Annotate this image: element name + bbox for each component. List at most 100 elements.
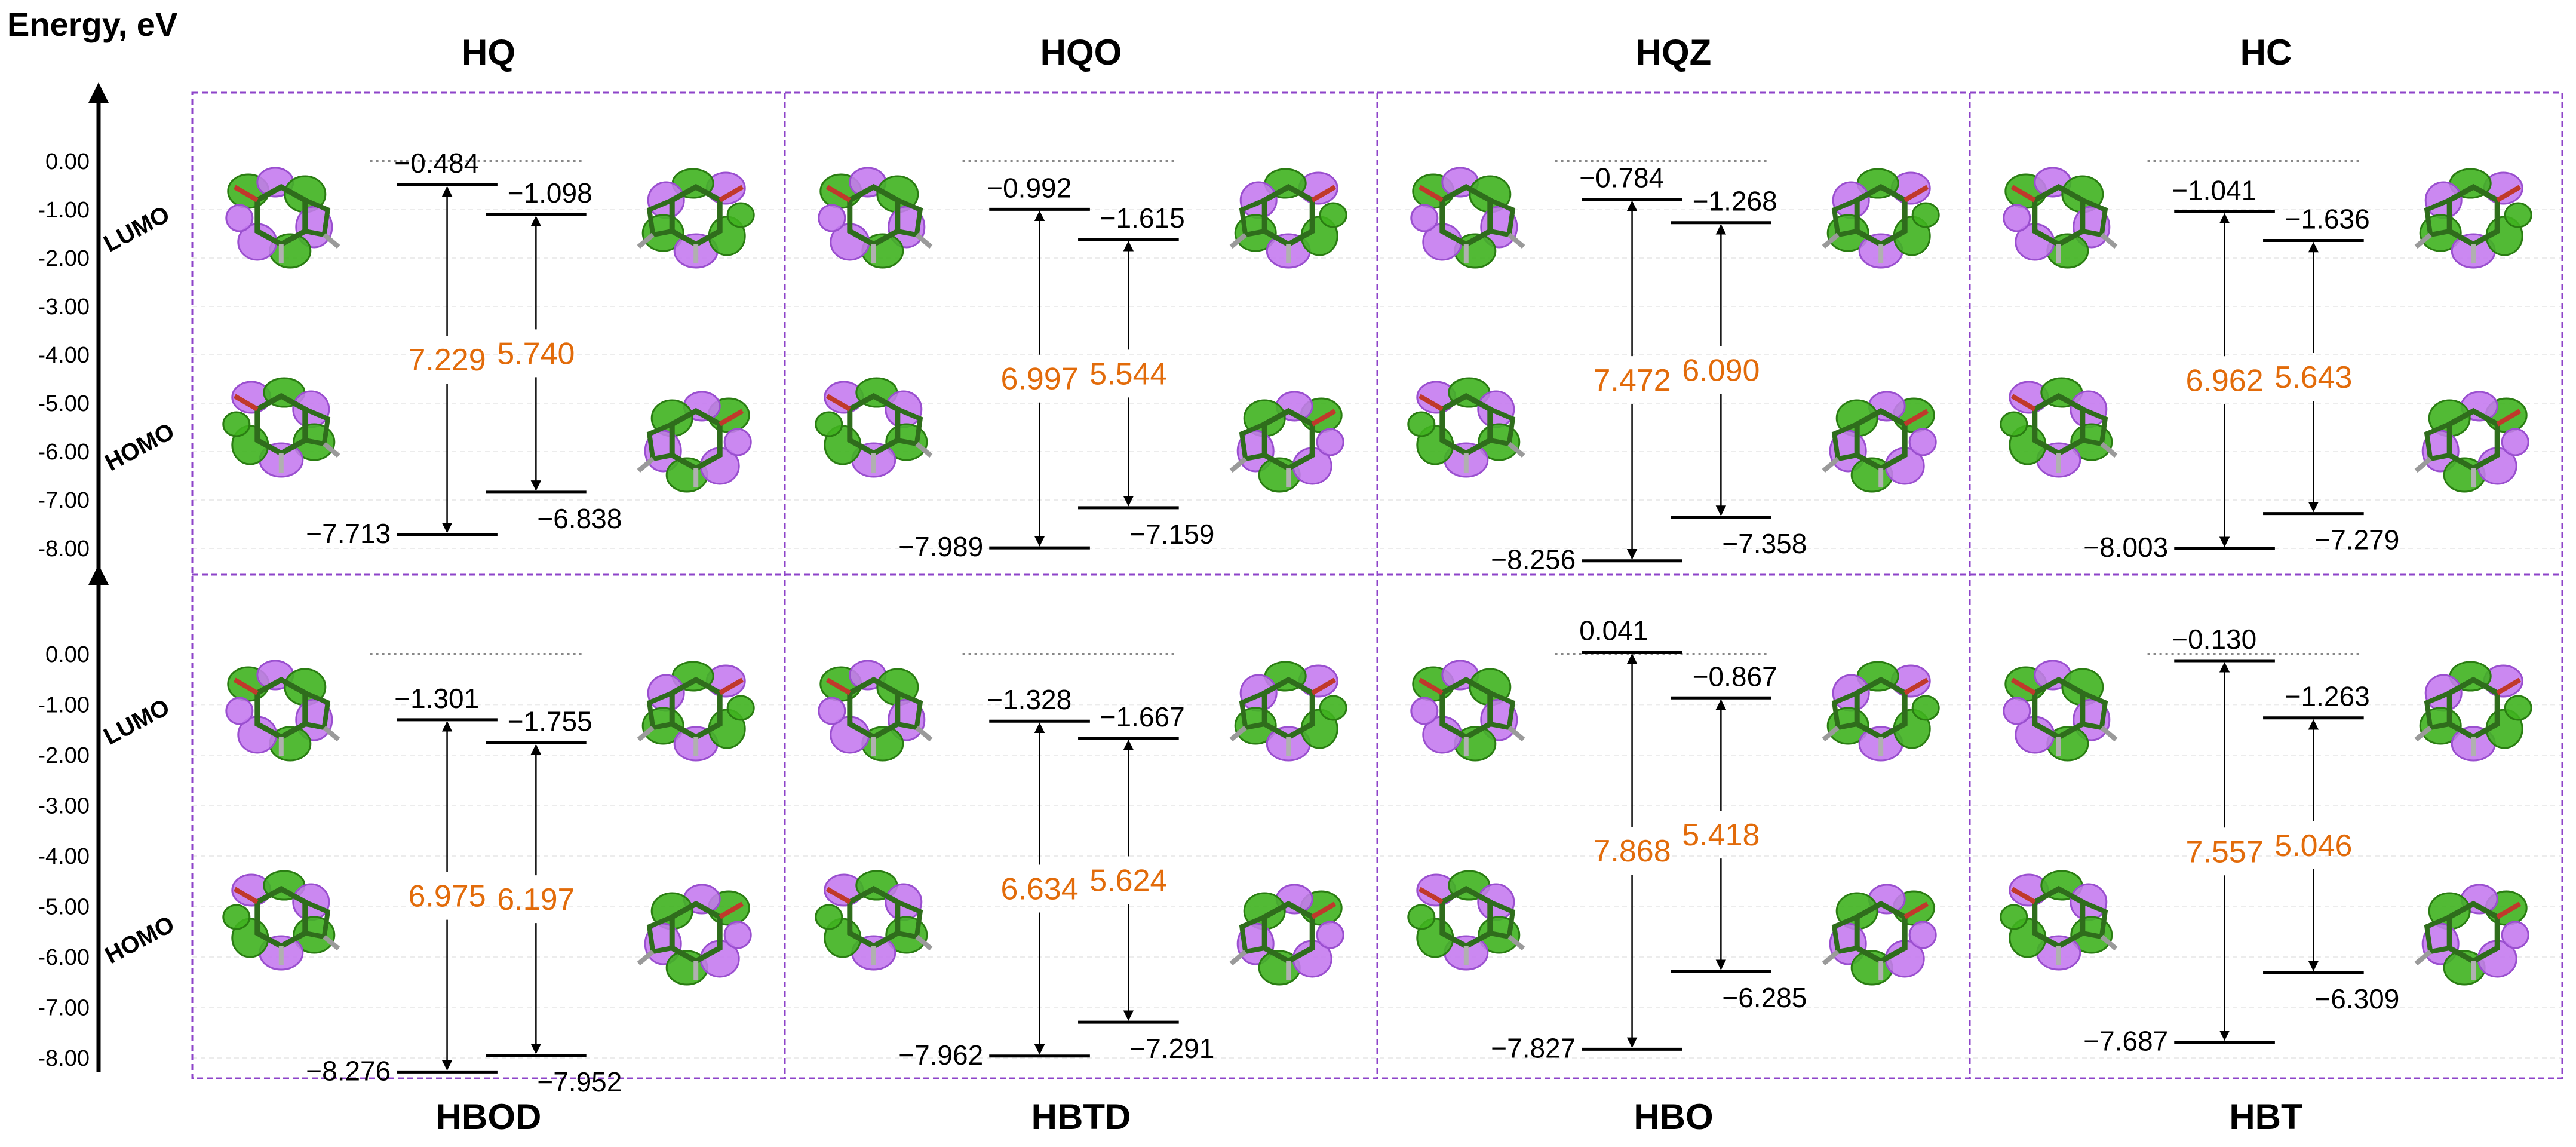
orbital-plot: [637, 391, 752, 493]
homo-value: −7.159: [1129, 519, 1214, 550]
tick-label: -5.00: [38, 895, 90, 920]
gap-value: 5.046: [2274, 829, 2352, 863]
orbital-plot: [1229, 884, 1344, 986]
orbital-plot: [637, 661, 755, 762]
orbital-plot: [1407, 377, 1525, 478]
lumo-value: −0.867: [1693, 661, 1777, 692]
tick-label: -5.00: [38, 391, 90, 416]
tick-label: 0.00: [45, 149, 90, 174]
axis-title: Energy, eV: [7, 5, 177, 43]
orbital-plot: [1229, 661, 1347, 762]
gap-value: 5.740: [497, 336, 575, 371]
homo-value: −8.256: [1491, 544, 1576, 575]
lumo-value: −1.615: [1100, 203, 1185, 234]
gap-value: 7.472: [1593, 363, 1671, 398]
panel-frames: [191, 91, 2563, 1079]
tick-label: -4.00: [38, 844, 90, 869]
orbital-plot: [1410, 660, 1525, 762]
homo-value: −6.838: [537, 503, 622, 534]
tick-label: -1.00: [38, 693, 90, 718]
molecule-panel-hbt: HBT 7.557 −0.130 −7.687 5.046 −1.263 −6.309: [2000, 624, 2532, 1137]
orbital-plot: [1229, 391, 1344, 493]
lumo-value: −0.130: [2172, 624, 2256, 655]
lumo-value: −0.484: [394, 148, 479, 179]
homo-value: −8.003: [2083, 532, 2168, 563]
molecule-name: HQ: [462, 32, 515, 72]
orbital-plot: [2000, 377, 2118, 478]
homo-value: −7.291: [1129, 1033, 1214, 1064]
gap-value: 5.418: [1682, 818, 1760, 852]
gap-value: 6.090: [1682, 353, 1760, 388]
orbital-plot: [2003, 660, 2118, 762]
gap-value: 6.962: [2185, 363, 2263, 398]
tick-label: -7.00: [38, 996, 90, 1021]
homo-value: −7.713: [306, 518, 391, 549]
orbital-plot: [1410, 167, 1525, 269]
tick-label: -8.00: [38, 1046, 90, 1071]
orbital-plot: [1822, 168, 1940, 269]
lumo-label: LUMO: [100, 694, 174, 750]
lumo-value: −1.268: [1693, 186, 1777, 217]
gridlines: [192, 209, 2562, 1059]
lumo-value: −1.301: [394, 683, 479, 714]
homo-value: −8.276: [306, 1055, 391, 1086]
molecule-panel-hbtd: HBTD 6.634 −1.328 −7.962 5.624 −1.667 −7.291: [815, 653, 1347, 1137]
orbital-plot: [222, 870, 340, 971]
molecule-name: HBT: [2229, 1097, 2302, 1137]
lumo-label: LUMO: [100, 201, 174, 257]
orbital-plot: [1229, 168, 1347, 269]
orbital-plot: [2414, 168, 2532, 269]
orbital-plot: [225, 660, 340, 762]
lumo-value: −1.755: [508, 706, 592, 737]
molecule-panel-hc: HC 6.962 −1.041 −8.003 5.643 −1.636 −7.279: [2000, 32, 2532, 563]
lumo-value: −0.992: [987, 172, 1071, 203]
lumo-value: −1.041: [2172, 174, 2256, 206]
orbital-plot: [1822, 884, 1937, 986]
homo-value: −7.279: [2314, 525, 2399, 556]
homo-value: −7.962: [898, 1039, 983, 1071]
tick-label: -6.00: [38, 945, 90, 970]
molecule-name: HBOD: [436, 1097, 542, 1137]
molecule-name: HBTD: [1031, 1097, 1131, 1137]
homo-value: −7.827: [1491, 1032, 1576, 1063]
gap-value: 7.557: [2185, 835, 2263, 869]
homo-value: −7.952: [537, 1066, 622, 1097]
lumo-value: −1.636: [2285, 204, 2370, 235]
orbital-plot: [818, 167, 933, 269]
gap-value: 6.197: [497, 882, 575, 917]
molecule-panel-hbod: HBOD 6.975 −1.301 −8.276 6.197 −1.755 −7.952: [222, 653, 755, 1137]
orbital-plot: [2000, 870, 2118, 971]
lumo-value: −1.098: [508, 177, 592, 208]
tick-label: -4.00: [38, 343, 90, 368]
homo-label: HOMO: [101, 418, 179, 476]
orbital-plot: [815, 377, 933, 478]
orbital-plot: [1822, 391, 1937, 493]
tick-label: -1.00: [38, 198, 90, 223]
orbital-plot: [2414, 884, 2529, 986]
gap-value: 7.868: [1593, 834, 1671, 869]
gap-value: 5.624: [1089, 863, 1167, 898]
lumo-value: −1.263: [2285, 681, 2370, 712]
orbital-plot: [222, 377, 340, 478]
tick-label: -2.00: [38, 743, 90, 768]
homo-value: −6.285: [1722, 982, 1807, 1013]
tick-label: -3.00: [38, 794, 90, 819]
gap-value: 6.634: [1000, 872, 1078, 907]
energy-axes: 0.00 -1.00 -2.00 -3.00 -4.00 -5.00 -6.00 -7.00 -…: [38, 82, 179, 1072]
molecule-name: HC: [2240, 32, 2292, 72]
molecule-panel-hqz: HQZ 7.472 −0.784 −8.256 6.090 −1.268 −7.358: [1407, 32, 1940, 575]
gap-value: 7.229: [408, 343, 486, 378]
orbital-plot: [225, 167, 340, 269]
orbital-plot: [2414, 661, 2532, 762]
orbital-plot: [818, 660, 933, 762]
tick-label: -7.00: [38, 488, 90, 513]
orbital-plot: [1407, 870, 1525, 971]
gap-value: 6.975: [408, 879, 486, 914]
gap-value: 5.643: [2274, 360, 2352, 395]
molecule-name: HQZ: [1636, 32, 1712, 72]
tick-label: -8.00: [38, 536, 90, 562]
homo-value: −7.989: [898, 531, 983, 562]
tick-label: -2.00: [38, 246, 90, 271]
tick-label: -6.00: [38, 440, 90, 465]
